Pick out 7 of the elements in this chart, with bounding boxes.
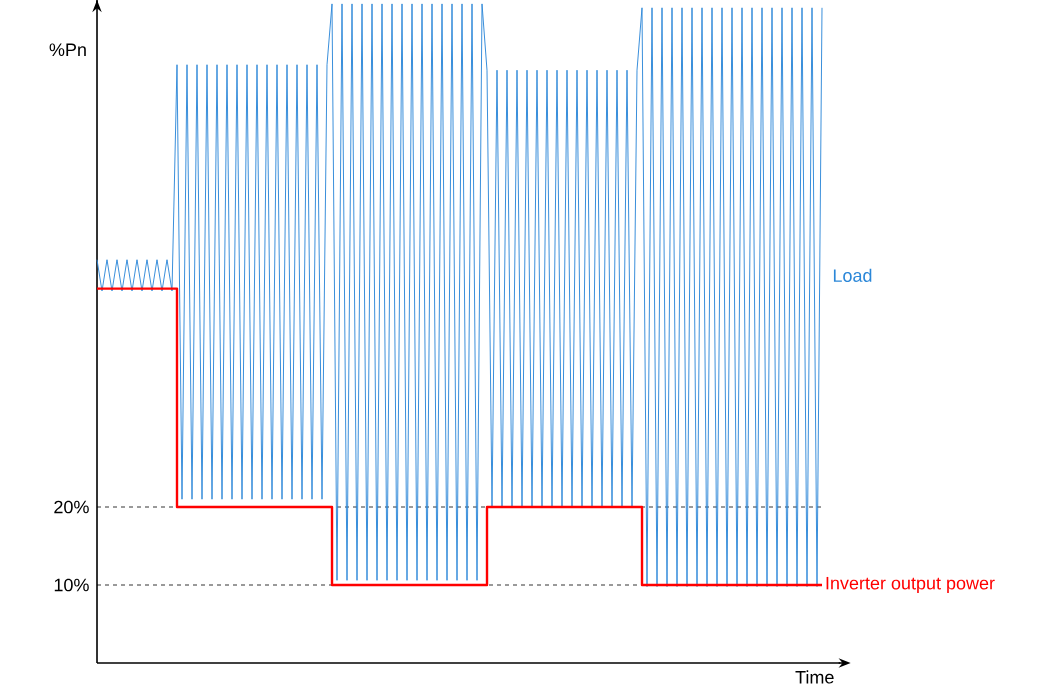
line-series — [96, 3, 823, 588]
y-tick-label: 10% — [54, 578, 89, 592]
x-axis-title: Time — [795, 670, 834, 684]
series-label: Inverter output power — [826, 576, 995, 594]
series-label: Load — [833, 268, 872, 282]
y-tick-label: 20% — [54, 500, 89, 514]
y-axis-title: %Pn — [49, 43, 86, 57]
